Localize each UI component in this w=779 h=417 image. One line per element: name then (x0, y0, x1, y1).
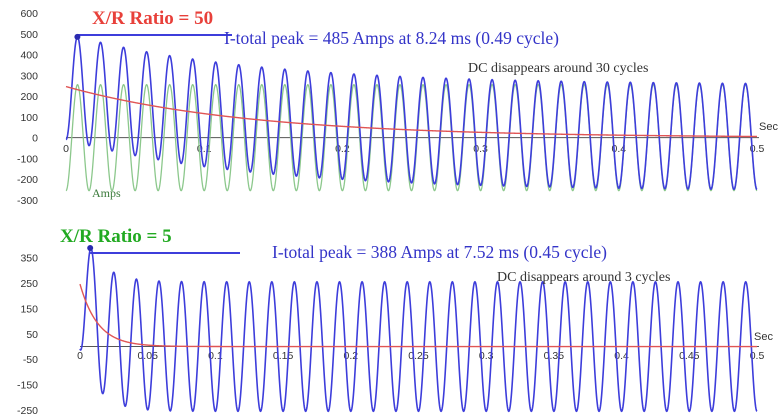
y-tick-label: 200 (20, 91, 38, 103)
x-tick-label: 0.5 (750, 350, 765, 362)
y-tick-label: -100 (17, 153, 38, 165)
series-ac-line (65, 83, 758, 192)
y-tick-label: 150 (20, 303, 38, 315)
panel-xr-5-title: X/R Ratio = 5 (60, 226, 172, 247)
x-tick-label: 0.5 (750, 143, 765, 155)
y-tick-label: -150 (17, 380, 38, 392)
panel-xr-5-y-ticks: -250 -150 -50 50 150 250 350 (17, 253, 38, 417)
panel-xr-5-series (79, 247, 758, 413)
panel-xr-50-title: X/R Ratio = 50 (92, 8, 213, 29)
x-tick-label: 0.4 (614, 350, 629, 362)
panel-xr-5-dc-annotation: DC disappears around 3 cycles (497, 270, 670, 285)
x-tick-label: 0.3 (479, 350, 494, 362)
panel-xr-5: -250 -150 -50 50 150 250 350 0 0.05 0.1 0.15 0.2 0.… (17, 226, 773, 417)
y-tick-label: -300 (17, 195, 38, 207)
y-tick-label: -200 (17, 174, 38, 186)
x-tick-label: 0.25 (408, 350, 429, 362)
panel-xr-5-peak-marker (87, 245, 94, 252)
panel-xr-5-x-axis-label: Sec (754, 331, 773, 343)
x-tick-label: 0.1 (208, 350, 223, 362)
panel-xr-50-series (65, 35, 758, 192)
panel-xr-50-y-ticks: -300 -200 -100 0 100 200 300 400 500 600 (17, 8, 38, 207)
series-total-line (65, 35, 758, 191)
series-dc-line (79, 283, 757, 348)
y-tick-label: 500 (20, 29, 38, 41)
panel-xr-5-peak-annotation: I-total peak = 388 Amps at 7.52 ms (0.45… (272, 242, 607, 262)
y-tick-label: 350 (20, 253, 38, 265)
y-tick-label: 0 (32, 133, 38, 145)
panel-xr-50-ylabel: Amps (92, 186, 121, 200)
panel-xr-50-x-axis-label: Sec (759, 121, 778, 133)
panel-xr-50-peak-annotation: I-total peak = 485 Amps at 8.24 ms (0.49… (224, 28, 559, 48)
y-tick-label: 300 (20, 70, 38, 82)
series-dc-line (65, 85, 757, 138)
y-tick-label: 100 (20, 112, 38, 124)
y-tick-label: 400 (20, 50, 38, 62)
y-tick-label: 250 (20, 278, 38, 290)
x-tick-label: 0 (77, 350, 83, 362)
panel-xr-50-peak-marker (74, 33, 81, 40)
y-tick-label: 600 (20, 8, 38, 20)
panel-xr-50-dc-annotation: DC disappears around 30 cycles (468, 61, 648, 76)
x-tick-label: 0 (63, 143, 69, 155)
y-tick-label: -50 (23, 354, 38, 366)
x-tick-label: 0.4 (611, 143, 626, 155)
x-tick-label: 0.35 (544, 350, 565, 362)
y-tick-label: -250 (17, 405, 38, 417)
y-tick-label: 50 (26, 329, 38, 341)
x-tick-label: 0.05 (137, 350, 158, 362)
x-tick-label: 0.2 (343, 350, 358, 362)
series-total-line (79, 247, 758, 413)
x-tick-label: 0.45 (679, 350, 700, 362)
x-tick-label: 0.15 (273, 350, 294, 362)
